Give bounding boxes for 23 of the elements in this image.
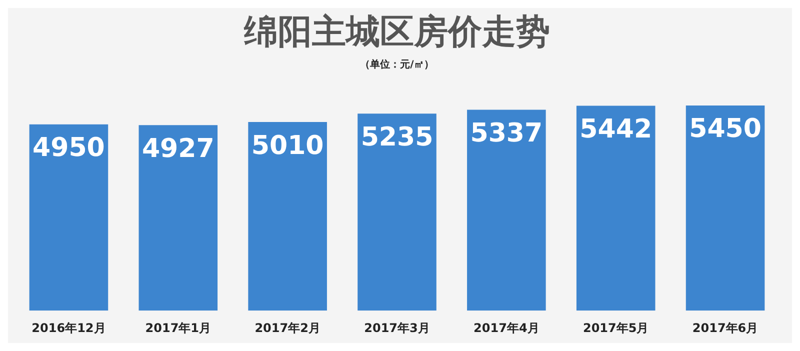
bar: [467, 110, 546, 311]
bar: [358, 114, 436, 311]
x-tick-label: 2017年6月: [692, 320, 758, 335]
data-label: 5442: [580, 114, 652, 145]
data-label: 5337: [470, 118, 543, 148]
data-label: 5010: [251, 130, 324, 161]
data-label: 4950: [32, 133, 105, 164]
data-label: 5450: [689, 114, 762, 144]
x-tick-label: 2017年5月: [582, 320, 649, 335]
x-tick-label: 2016年12月: [32, 320, 106, 335]
chart-title: 绵阳主城区房价走势: [243, 12, 550, 52]
data-label: 4927: [142, 134, 214, 164]
bar: [576, 106, 656, 311]
chart-subtitle: （单位：元/㎡）: [360, 58, 434, 70]
bar: [138, 125, 218, 311]
x-tick-label: 2017年2月: [254, 320, 320, 335]
x-tick-label: 2017年4月: [474, 320, 540, 335]
x-tick-label: 2017年1月: [145, 320, 212, 335]
bar: [29, 124, 108, 311]
bar: [686, 106, 765, 311]
x-tick-label: 2017年3月: [364, 320, 430, 335]
data-label: 5235: [360, 122, 434, 152]
bar: [248, 122, 327, 311]
